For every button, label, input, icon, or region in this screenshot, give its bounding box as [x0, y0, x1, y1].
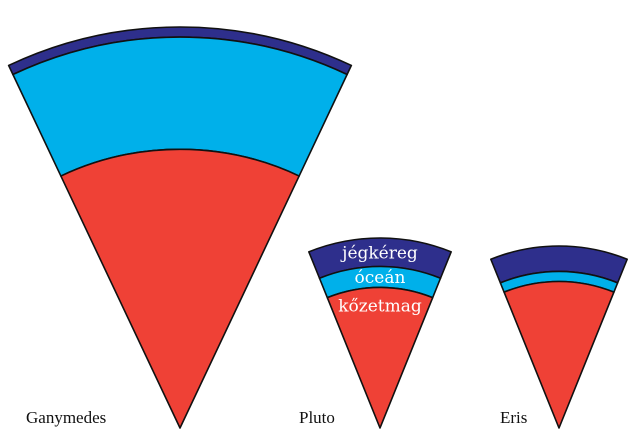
pluto-rock-core-label: kőzetmag [338, 296, 422, 316]
caption-pluto: Pluto [299, 408, 335, 427]
caption-eris: Eris [500, 408, 528, 427]
eris-wedge [490, 245, 628, 429]
pluto-rock-core-layer [326, 286, 434, 429]
ganymedes-wedge [7, 26, 353, 429]
pluto-wedge: jégkéreg óceán kőzetmag [308, 237, 452, 429]
caption-ganymedes: Ganymedes [26, 408, 107, 427]
eris-rock-core-layer [503, 280, 615, 429]
pluto-ocean-label: óceán [355, 268, 406, 288]
ganymedes-rock-core-layer [60, 148, 300, 429]
pluto-ice-crust-label: jégkéreg [340, 243, 418, 263]
